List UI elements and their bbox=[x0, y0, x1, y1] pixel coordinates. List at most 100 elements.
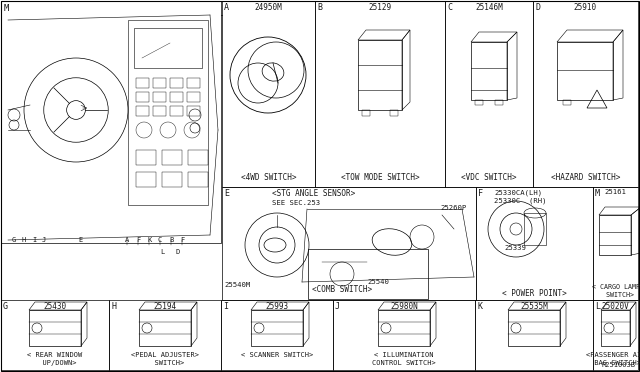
Bar bbox=[188, 172, 208, 187]
Text: R251003B: R251003B bbox=[601, 362, 635, 368]
Text: H: H bbox=[111, 302, 116, 311]
Bar bbox=[162, 150, 182, 165]
Text: J: J bbox=[42, 237, 46, 243]
Text: A: A bbox=[224, 3, 229, 12]
Bar bbox=[1, 1, 221, 243]
Bar bbox=[134, 28, 202, 68]
Bar bbox=[476, 187, 593, 300]
Text: K: K bbox=[147, 237, 151, 243]
Bar bbox=[170, 78, 183, 88]
Text: SEE SEC.253: SEE SEC.253 bbox=[272, 200, 320, 206]
Text: H: H bbox=[22, 237, 26, 243]
Bar bbox=[358, 40, 402, 110]
Text: D: D bbox=[535, 3, 540, 12]
Bar bbox=[162, 172, 182, 187]
Bar bbox=[601, 310, 630, 346]
Text: I: I bbox=[32, 237, 36, 243]
Bar bbox=[109, 300, 221, 370]
Text: C: C bbox=[158, 237, 163, 243]
Text: 25430: 25430 bbox=[44, 302, 67, 311]
Bar bbox=[187, 92, 200, 102]
Text: L: L bbox=[160, 249, 164, 255]
Bar bbox=[533, 1, 638, 187]
Bar bbox=[188, 150, 208, 165]
Text: 25146M: 25146M bbox=[475, 3, 503, 12]
Text: BAG SWITCH>: BAG SWITCH> bbox=[590, 360, 640, 366]
Text: D: D bbox=[175, 249, 179, 255]
Text: G: G bbox=[3, 302, 8, 311]
Text: CONTROL SWITCH>: CONTROL SWITCH> bbox=[372, 360, 436, 366]
Text: M: M bbox=[595, 189, 600, 198]
Bar bbox=[153, 92, 166, 102]
Bar bbox=[170, 106, 183, 116]
Text: 25020V: 25020V bbox=[602, 302, 629, 311]
Text: 25540: 25540 bbox=[367, 279, 389, 285]
Text: E: E bbox=[78, 237, 83, 243]
Text: <4WD SWITCH>: <4WD SWITCH> bbox=[241, 173, 296, 182]
Bar bbox=[170, 92, 183, 102]
Bar bbox=[29, 310, 81, 346]
Bar bbox=[362, 110, 370, 116]
Bar bbox=[136, 106, 149, 116]
Bar bbox=[1, 300, 109, 370]
Text: < REAR WINDOW: < REAR WINDOW bbox=[28, 352, 83, 358]
Bar bbox=[308, 249, 428, 299]
Text: F: F bbox=[478, 189, 483, 198]
Bar bbox=[390, 110, 398, 116]
Text: B: B bbox=[317, 3, 322, 12]
Bar bbox=[508, 310, 560, 346]
Text: UP/DOWN>: UP/DOWN> bbox=[34, 360, 76, 366]
Text: 25910: 25910 bbox=[574, 3, 597, 12]
Text: 25980N: 25980N bbox=[390, 302, 418, 311]
Bar bbox=[563, 100, 571, 105]
Bar bbox=[153, 78, 166, 88]
Text: <COMB SWITCH>: <COMB SWITCH> bbox=[312, 285, 372, 294]
Bar bbox=[139, 310, 191, 346]
Text: <PASSENGER AIR: <PASSENGER AIR bbox=[586, 352, 640, 358]
Bar bbox=[136, 150, 156, 165]
Text: < ILLUMINATION: < ILLUMINATION bbox=[374, 352, 434, 358]
Text: 25194: 25194 bbox=[154, 302, 177, 311]
Text: <STG ANGLE SENSOR>: <STG ANGLE SENSOR> bbox=[272, 189, 355, 198]
Text: 25540M: 25540M bbox=[224, 282, 250, 288]
Bar bbox=[445, 1, 533, 187]
Bar bbox=[136, 78, 149, 88]
Bar bbox=[136, 92, 149, 102]
Text: K: K bbox=[477, 302, 482, 311]
Text: 25330CA(LH): 25330CA(LH) bbox=[494, 189, 542, 196]
Text: < CARGO LAMP: < CARGO LAMP bbox=[591, 284, 639, 290]
Bar bbox=[524, 213, 546, 245]
Bar bbox=[475, 100, 483, 105]
Bar bbox=[222, 187, 476, 300]
Text: <VDC SWITCH>: <VDC SWITCH> bbox=[461, 173, 516, 182]
Text: B: B bbox=[169, 237, 173, 243]
Bar bbox=[599, 215, 631, 255]
Text: 25260P: 25260P bbox=[440, 205, 467, 211]
Text: 25161: 25161 bbox=[605, 189, 627, 195]
Text: 25129: 25129 bbox=[369, 3, 392, 12]
Bar bbox=[187, 78, 200, 88]
Bar bbox=[593, 187, 638, 300]
Text: <TOW MODE SWITCH>: <TOW MODE SWITCH> bbox=[340, 173, 419, 182]
Text: 25339: 25339 bbox=[504, 245, 526, 251]
Bar bbox=[128, 20, 208, 205]
Text: <PEDAL ADJUSTER>: <PEDAL ADJUSTER> bbox=[131, 352, 199, 358]
Bar bbox=[475, 300, 593, 370]
Text: J: J bbox=[335, 302, 340, 311]
Bar bbox=[221, 300, 333, 370]
Text: 24950M: 24950M bbox=[255, 3, 282, 12]
Bar bbox=[187, 106, 200, 116]
Text: 25330C  (RH): 25330C (RH) bbox=[494, 198, 547, 205]
Text: F: F bbox=[180, 237, 184, 243]
Text: < POWER POINT>: < POWER POINT> bbox=[502, 289, 567, 298]
Text: C: C bbox=[447, 3, 452, 12]
Bar bbox=[251, 310, 303, 346]
Bar bbox=[593, 300, 638, 370]
Text: SWITCH>: SWITCH> bbox=[146, 360, 184, 366]
Text: M: M bbox=[4, 4, 10, 13]
Bar bbox=[222, 1, 315, 187]
Bar bbox=[315, 1, 445, 187]
Bar bbox=[333, 300, 475, 370]
Bar bbox=[471, 42, 507, 100]
Text: L: L bbox=[595, 302, 600, 311]
